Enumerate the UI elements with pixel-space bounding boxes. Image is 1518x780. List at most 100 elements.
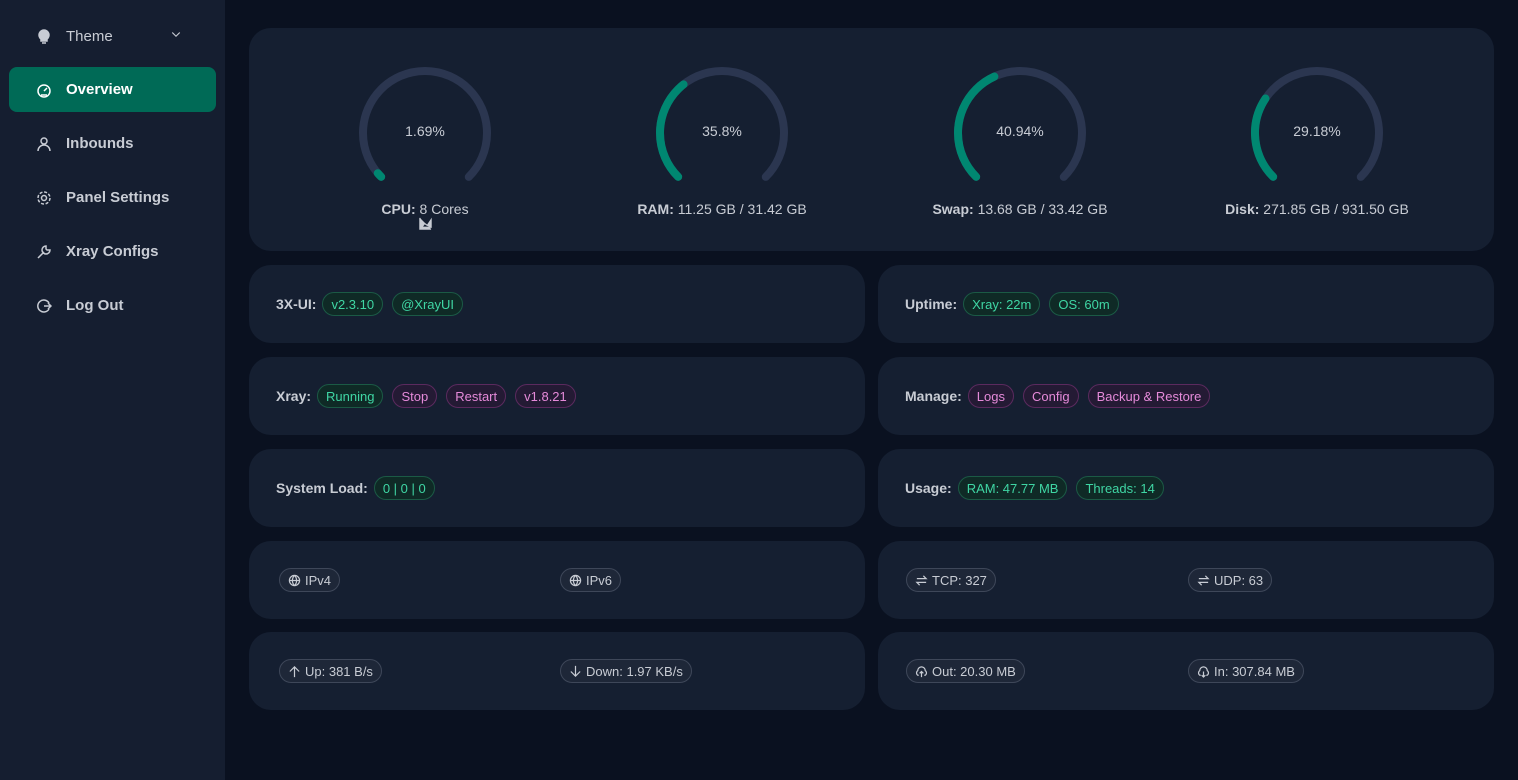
manage-card: Manage: Logs Config Backup & Restore <box>878 357 1494 435</box>
ip-card: IPv4 IPv6 <box>249 541 865 619</box>
gauge-title: CPU: <box>381 201 416 217</box>
gauge-ring <box>953 66 1086 199</box>
threads-badge: Threads: 14 <box>1076 476 1164 500</box>
bulb-icon <box>38 28 50 44</box>
sidebar-item-theme[interactable]: Theme <box>9 14 216 59</box>
globe-icon <box>288 574 301 586</box>
gauge-detail: 8 Cores <box>419 201 469 217</box>
gauge-title: RAM: <box>637 201 674 217</box>
system-load-badge: 0 | 0 | 0 <box>373 476 435 500</box>
upload-speed-label: Up: 381 B/s <box>305 663 373 679</box>
gauge-value: 29.18% <box>1293 123 1341 139</box>
sidebar-item-label: Xray Configs <box>66 243 159 260</box>
ipv6-label: IPv6 <box>586 572 613 588</box>
udp-label: UDP: 63 <box>1214 572 1264 588</box>
arrow-down-icon <box>570 665 581 677</box>
traffic-out-badge: Out: 20.30 MB <box>906 659 1025 683</box>
logout-icon <box>37 298 52 313</box>
gauge-swap: 40.94% Swap: 13.68 GB / 33.42 GB <box>920 63 1120 217</box>
download-speed-label: Down: 1.97 KB/s <box>586 663 683 679</box>
gauge-detail: 271.85 GB / 931.50 GB <box>1263 201 1409 217</box>
usage-label: Usage: <box>905 480 952 496</box>
gauge-ring <box>656 66 788 199</box>
backup-restore-button[interactable]: Backup & Restore <box>1087 384 1211 408</box>
chart-icon[interactable] <box>418 217 432 230</box>
tcp-label: TCP: 327 <box>932 572 987 588</box>
dashboard-icon <box>37 83 51 98</box>
sidebar-item-log-out[interactable]: Log Out <box>9 283 216 328</box>
system-status-card: 1.69% CPU: 8 Cores 35.8% RAM: 11.25 GB /… <box>249 28 1494 251</box>
xray-status-badge: Running <box>317 384 384 408</box>
xray-card: Xray: Running Stop Restart v1.8.21 <box>249 357 865 435</box>
wrench-icon <box>37 244 51 259</box>
gauge-ram: 35.8% RAM: 11.25 GB / 31.42 GB <box>622 63 822 217</box>
speed-card: Up: 381 B/s Down: 1.97 KB/s <box>249 632 865 710</box>
cloud-upload-icon <box>915 665 928 677</box>
stop-button[interactable]: Stop <box>392 384 438 408</box>
xray-version-button[interactable]: v1.8.21 <box>515 384 576 408</box>
gauge-fill <box>1251 66 1383 199</box>
connections-card: TCP: 327 UDP: 63 <box>878 541 1494 619</box>
gauge-value: 1.69% <box>405 123 445 139</box>
swap-icon <box>915 574 928 586</box>
chevron-down-icon[interactable] <box>170 28 182 40</box>
panel-version-badge[interactable]: v2.3.10 <box>322 292 384 316</box>
sidebar-item-label: Inbounds <box>66 135 134 152</box>
uptime-label: Uptime: <box>905 296 958 312</box>
config-button[interactable]: Config <box>1023 384 1079 408</box>
gauge-value: 35.8% <box>702 123 742 139</box>
gauge-fill <box>359 66 491 199</box>
traffic-card: Out: 20.30 MB In: 307.84 MB <box>878 632 1494 710</box>
gauge-detail: 11.25 GB / 31.42 GB <box>677 201 807 217</box>
gauge-disk: 29.18% Disk: 271.85 GB / 931.50 GB <box>1217 63 1417 217</box>
sidebar-item-label: Overview <box>66 81 133 98</box>
globe-icon <box>569 574 582 586</box>
download-speed-badge: Down: 1.97 KB/s <box>560 659 692 683</box>
xray-uptime-badge: Xray: 22m <box>963 292 1041 316</box>
traffic-out-label: Out: 20.30 MB <box>932 663 1016 679</box>
sidebar: Theme Overview Inbounds Panel Settings X… <box>0 0 225 780</box>
gauge-ring <box>359 66 491 199</box>
os-uptime-badge: OS: 60m <box>1049 292 1119 316</box>
sidebar-item-label: Theme <box>66 28 113 45</box>
gauge-fill <box>953 66 1086 199</box>
restart-button[interactable]: Restart <box>446 384 507 408</box>
uptime-card: Uptime: Xray: 22m OS: 60m <box>878 265 1494 343</box>
gauge-detail: 13.68 GB / 33.42 GB <box>977 201 1108 217</box>
manage-label: Manage: <box>905 388 962 404</box>
logs-button[interactable]: Logs <box>967 384 1014 408</box>
telegram-channel-badge[interactable]: @XrayUI <box>392 292 464 316</box>
swap-icon <box>1197 574 1210 586</box>
sidebar-item-overview[interactable]: Overview <box>9 67 216 112</box>
gauge-value: 40.94% <box>996 123 1044 139</box>
panel-label: 3X-UI: <box>276 296 317 312</box>
ipv4-label: IPv4 <box>305 572 332 588</box>
xray-label: Xray: <box>276 388 312 404</box>
system-load-card: System Load: 0 | 0 | 0 <box>249 449 865 527</box>
sidebar-item-label: Panel Settings <box>66 189 170 206</box>
gauge-cpu: 1.69% CPU: 8 Cores <box>325 63 525 230</box>
arrow-up-icon <box>289 665 300 677</box>
sidebar-item-label: Log Out <box>66 297 124 314</box>
usage-card: Usage: RAM: 47.77 MB Threads: 14 <box>878 449 1494 527</box>
panel-info-card: 3X-UI: v2.3.10 @XrayUI <box>249 265 865 343</box>
tcp-badge: TCP: 327 <box>906 568 996 592</box>
ipv6-button[interactable]: IPv6 <box>560 568 622 592</box>
gauge-label: Disk: 271.85 GB / 931.50 GB <box>1217 201 1417 217</box>
gauge-label: Swap: 13.68 GB / 33.42 GB <box>920 201 1120 217</box>
system-load-label: System Load: <box>276 480 368 496</box>
gauge-title: Swap: <box>932 201 974 217</box>
gear-icon <box>37 190 51 205</box>
upload-speed-badge: Up: 381 B/s <box>279 659 382 683</box>
sidebar-item-panel-settings[interactable]: Panel Settings <box>9 175 216 220</box>
udp-badge: UDP: 63 <box>1188 568 1273 592</box>
traffic-in-badge: In: 307.84 MB <box>1188 659 1304 683</box>
ipv4-button[interactable]: IPv4 <box>279 568 341 592</box>
sidebar-item-xray-configs[interactable]: Xray Configs <box>9 229 216 274</box>
gauge-title: Disk: <box>1225 201 1260 217</box>
gauge-label: RAM: 11.25 GB / 31.42 GB <box>622 201 822 217</box>
cloud-download-icon <box>1197 665 1210 678</box>
sidebar-item-inbounds[interactable]: Inbounds <box>9 121 216 166</box>
gauge-ring <box>1251 66 1383 199</box>
user-icon <box>37 136 51 151</box>
